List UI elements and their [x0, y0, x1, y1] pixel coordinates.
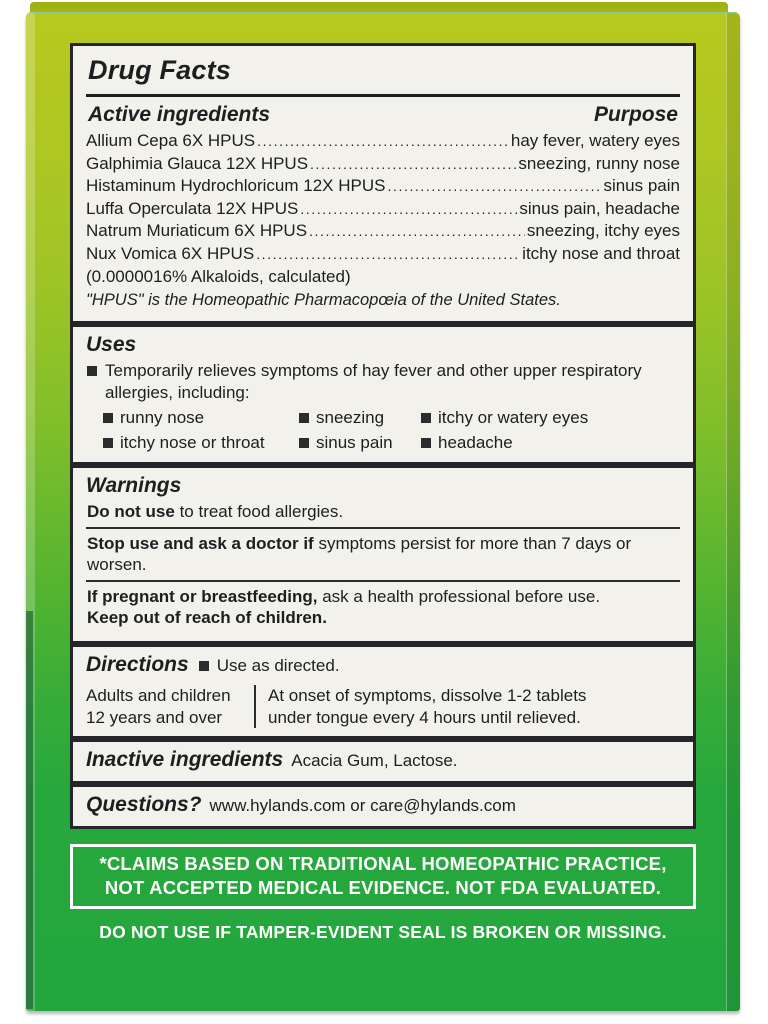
ingredient-name: Luffa Operculata 12X HPUS	[86, 198, 299, 218]
ingredient-row: Allium Cepa 6X HPUS hay fever, watery ey…	[86, 130, 680, 153]
directions-inline-text: Use as directed.	[216, 656, 340, 676]
uses-item: runny nose	[103, 407, 299, 429]
section-uses: Uses Temporarily relieves symptoms of ha…	[73, 321, 693, 462]
ingredient-name: Histaminum Hydrochloricum 12X HPUS	[86, 176, 386, 196]
title-divider	[86, 94, 680, 98]
warning-bold-lead: Do not use	[87, 502, 175, 522]
uses-item-label: sinus pain	[316, 433, 393, 453]
warning-text: symptoms persist for more than 7 days or…	[87, 534, 632, 575]
leader-dots	[256, 243, 520, 266]
tamper-warning-text: DO NOT USE IF TAMPER-EVIDENT SEAL IS BRO…	[99, 922, 667, 943]
directions-heading: Directions	[86, 653, 189, 677]
ingredient-purpose: sneezing, itchy eyes	[526, 221, 680, 241]
box-face-content: Drug Facts Active ingredients Purpose Al…	[26, 13, 740, 1011]
ingredient-name: Galphimia Glauca 12X HPUS	[86, 153, 309, 173]
uses-item: headache	[421, 432, 680, 454]
ingredient-name: Nux Vomica 6X HPUS	[86, 243, 255, 263]
section-warnings: Warnings Do not use to treat food allerg…	[73, 462, 693, 641]
warnings-heading: Warnings	[86, 474, 182, 498]
uses-main-text: Temporarily relieves symptoms of hay fev…	[105, 361, 642, 403]
leader-dots	[387, 175, 601, 198]
hpus-note: "HPUS" is the Homeopathic Pharmacopœia o…	[86, 291, 561, 310]
warning-keep-out: Keep out of reach of children.	[87, 608, 327, 628]
section-questions: Questions? www.hylands.com or care@hylan…	[73, 781, 693, 826]
uses-item: itchy nose or throat	[103, 432, 299, 454]
dosage-table-divider	[254, 685, 256, 729]
dosage-instruction-line: under tongue every 4 hours until relieve…	[268, 707, 581, 727]
dosage-instruction-line: At onset of symptoms, dissolve 1-2 table…	[268, 686, 587, 706]
box-left-edge	[26, 13, 35, 1011]
square-bullet-icon	[299, 413, 309, 424]
ingredient-purpose: sinus pain, headache	[519, 198, 680, 218]
square-bullet-icon	[103, 438, 113, 449]
uses-item: sneezing	[299, 407, 421, 429]
box-right-edge	[726, 13, 740, 1011]
ingredient-name: Natrum Muriaticum 6X HPUS	[86, 221, 308, 241]
leader-dots	[309, 220, 525, 243]
square-bullet-icon	[421, 438, 431, 449]
dosage-age-line: 12 years and over	[86, 707, 223, 727]
warning-do-not-use: Do not use to treat food allergies.	[86, 499, 680, 527]
active-ingredients-heading: Active ingredients	[88, 103, 271, 127]
square-bullet-icon	[299, 438, 309, 449]
uses-item-label: sneezing	[316, 408, 385, 428]
warning-stop-use: Stop use and ask a doctor if symptoms pe…	[86, 527, 680, 580]
product-box-back-panel: Drug Facts Active ingredients Purpose Al…	[26, 12, 740, 1011]
claims-line: *CLAIMS BASED ON TRADITIONAL HOMEOPATHIC…	[99, 853, 667, 875]
square-bullet-icon	[87, 366, 97, 377]
uses-item-label: itchy or watery eyes	[438, 408, 589, 428]
uses-heading: Uses	[86, 333, 137, 357]
alkaloids-note: (0.0000016% Alkaloids, calculated)	[86, 267, 351, 287]
uses-item-label: headache	[438, 433, 513, 453]
warning-pregnant-line: If pregnant or breastfeeding, ask a heal…	[87, 586, 679, 607]
active-ingredients-header: Active ingredients Purpose	[86, 100, 680, 130]
inactive-ingredients-heading: Inactive ingredients	[86, 748, 284, 772]
questions-contact-text: www.hylands.com or care@hylands.com	[209, 796, 516, 816]
ingredient-purpose: sinus pain	[603, 176, 680, 196]
ingredient-row: Nux Vomica 6X HPUS itchy nose and throat	[86, 243, 680, 266]
ingredient-row: Histaminum Hydrochloricum 12X HPUS sinus…	[86, 175, 680, 198]
uses-item: sinus pain	[299, 432, 421, 454]
dosage-age-line: Adults and children	[86, 686, 231, 706]
claims-line: NOT ACCEPTED MEDICAL EVIDENCE. NOT FDA E…	[104, 877, 662, 899]
leader-dots	[310, 153, 516, 176]
ingredient-row: Natrum Muriaticum 6X HPUS sneezing, itch…	[86, 220, 680, 243]
ingredient-purpose: itchy nose and throat	[522, 243, 680, 263]
section-active-ingredients: Drug Facts Active ingredients Purpose Al…	[73, 46, 693, 321]
uses-item-label: runny nose	[120, 408, 205, 428]
ingredient-name: Allium Cepa 6X HPUS	[86, 131, 256, 151]
ingredient-purpose: sneezing, runny nose	[518, 153, 680, 173]
square-bullet-icon	[103, 413, 113, 424]
square-bullet-icon	[198, 661, 209, 672]
dosage-table: Adults and children 12 years and over At…	[86, 685, 680, 729]
claims-disclaimer-box: *CLAIMS BASED ON TRADITIONAL HOMEOPATHIC…	[70, 844, 696, 910]
dosage-age-cell: Adults and children 12 years and over	[86, 685, 252, 728]
ingredient-row: Galphimia Glauca 12X HPUS sneezing, runn…	[86, 153, 680, 176]
warning-text: to treat food allergies.	[174, 502, 344, 522]
section-inactive-ingredients: Inactive ingredients Acacia Gum, Lactose…	[73, 736, 693, 781]
uses-item-label: itchy nose or throat	[120, 433, 265, 453]
warning-text: ask a health professional before use.	[317, 587, 601, 607]
square-bullet-icon	[421, 413, 431, 424]
uses-item: itchy or watery eyes	[421, 407, 680, 429]
ingredient-purpose: hay fever, watery eyes	[510, 131, 680, 151]
drug-facts-title: Drug Facts	[88, 55, 232, 85]
purpose-heading: Purpose	[593, 103, 678, 127]
uses-main-bullet: Temporarily relieves symptoms of hay fev…	[86, 360, 680, 404]
dosage-instruction-cell: At onset of symptoms, dissolve 1-2 table…	[268, 685, 586, 728]
warning-bold-lead: Stop use and ask a doctor if	[87, 534, 314, 554]
inactive-ingredients-text: Acacia Gum, Lactose.	[291, 751, 458, 771]
drug-facts-panel: Drug Facts Active ingredients Purpose Al…	[70, 43, 696, 830]
box-left-edge-shadow	[26, 611, 33, 1009]
directions-header: Directions Use as directed.	[86, 652, 680, 678]
uses-symptom-grid: runny nose sneezing itchy or watery eyes…	[86, 407, 680, 454]
questions-heading: Questions?	[86, 793, 202, 817]
leader-dots	[300, 198, 517, 221]
ingredient-row: Luffa Operculata 12X HPUS sinus pain, he…	[86, 198, 680, 221]
leader-dots	[257, 130, 509, 153]
warning-bold-lead: If pregnant or breastfeeding,	[87, 587, 318, 607]
warning-pregnant: If pregnant or breastfeeding, ask a heal…	[86, 580, 680, 633]
section-directions: Directions Use as directed. Adults and c…	[73, 641, 693, 736]
